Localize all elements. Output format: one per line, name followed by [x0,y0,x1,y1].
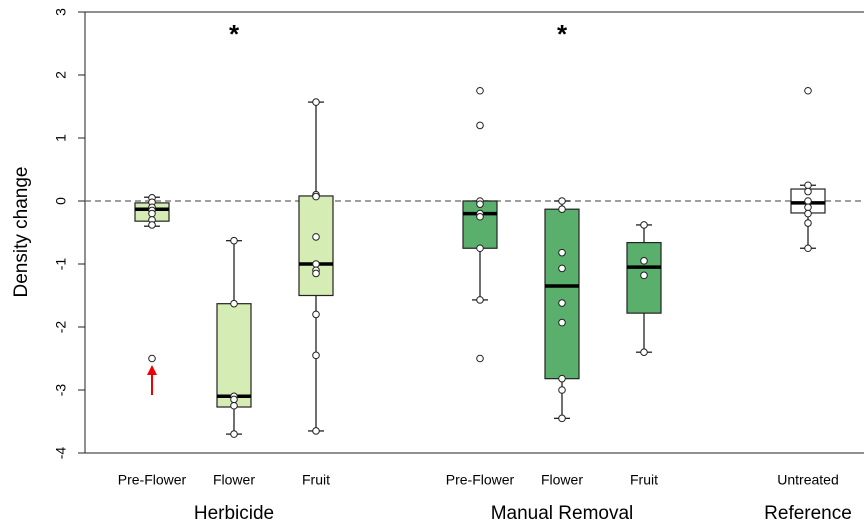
group-label: Manual Removal [491,503,634,524]
y-tick-label: 0 [53,197,69,205]
data-point [476,244,484,253]
x-tick-label: Flower [213,472,255,488]
data-point [804,86,812,95]
y-tick-label: 1 [53,134,69,142]
data-point [230,299,238,308]
data-point [476,86,484,95]
data-point [476,200,484,208]
data-point [312,351,320,360]
data-point [558,197,566,205]
data-point [558,264,566,273]
data-point [640,257,648,265]
data-point [476,212,484,221]
data-point [148,354,156,363]
box [544,208,580,380]
data-point [476,121,484,130]
y-tick-label: 3 [53,8,69,16]
significance-marker: * [229,19,240,49]
x-tick-label: Pre-Flower [118,472,187,488]
group-label: Herbicide [194,503,274,524]
y-tick-label: 2 [53,71,69,79]
data-point [476,296,484,304]
data-point [804,203,812,212]
data-point [804,209,812,218]
data-point [230,401,238,410]
data-point [230,395,238,404]
data-point [804,244,812,253]
y-tick-label: -1 [53,258,69,271]
data-point [558,414,566,423]
x-tick-label: Flower [541,472,583,488]
data-point [558,386,566,394]
y-tick-label: -4 [53,447,69,460]
data-point [558,318,566,327]
data-point [312,233,320,241]
data-point [804,197,812,205]
significance-marker: * [557,19,568,49]
data-point [476,354,484,363]
box [298,195,334,297]
data-point [230,236,238,245]
data-point [558,205,566,213]
data-point [640,271,648,280]
box [216,303,252,408]
data-point [312,310,320,319]
data-point [148,209,156,218]
box [462,200,498,249]
x-tick-label: Fruit [302,472,330,488]
data-point [312,269,320,278]
data-point [230,430,238,438]
y-tick-label: -3 [53,384,69,397]
data-point [804,187,812,196]
x-tick-label: Untreated [777,472,838,488]
data-point [558,248,566,257]
data-point [148,221,156,229]
red-arrow [147,365,157,395]
data-point [804,181,812,190]
y-tick-label: -2 [53,321,69,334]
x-tick-label: Fruit [630,472,658,488]
data-point [640,221,648,229]
data-point [804,219,812,227]
x-tick-label: Pre-Flower [446,472,515,488]
data-point [640,348,648,357]
data-point [312,427,320,435]
data-point [558,299,566,307]
data-point [312,192,320,201]
y-axis-label: Density change [11,167,32,298]
group-label: Reference [764,503,852,524]
data-point [312,260,320,268]
data-point [558,374,566,383]
data-point [312,98,320,106]
